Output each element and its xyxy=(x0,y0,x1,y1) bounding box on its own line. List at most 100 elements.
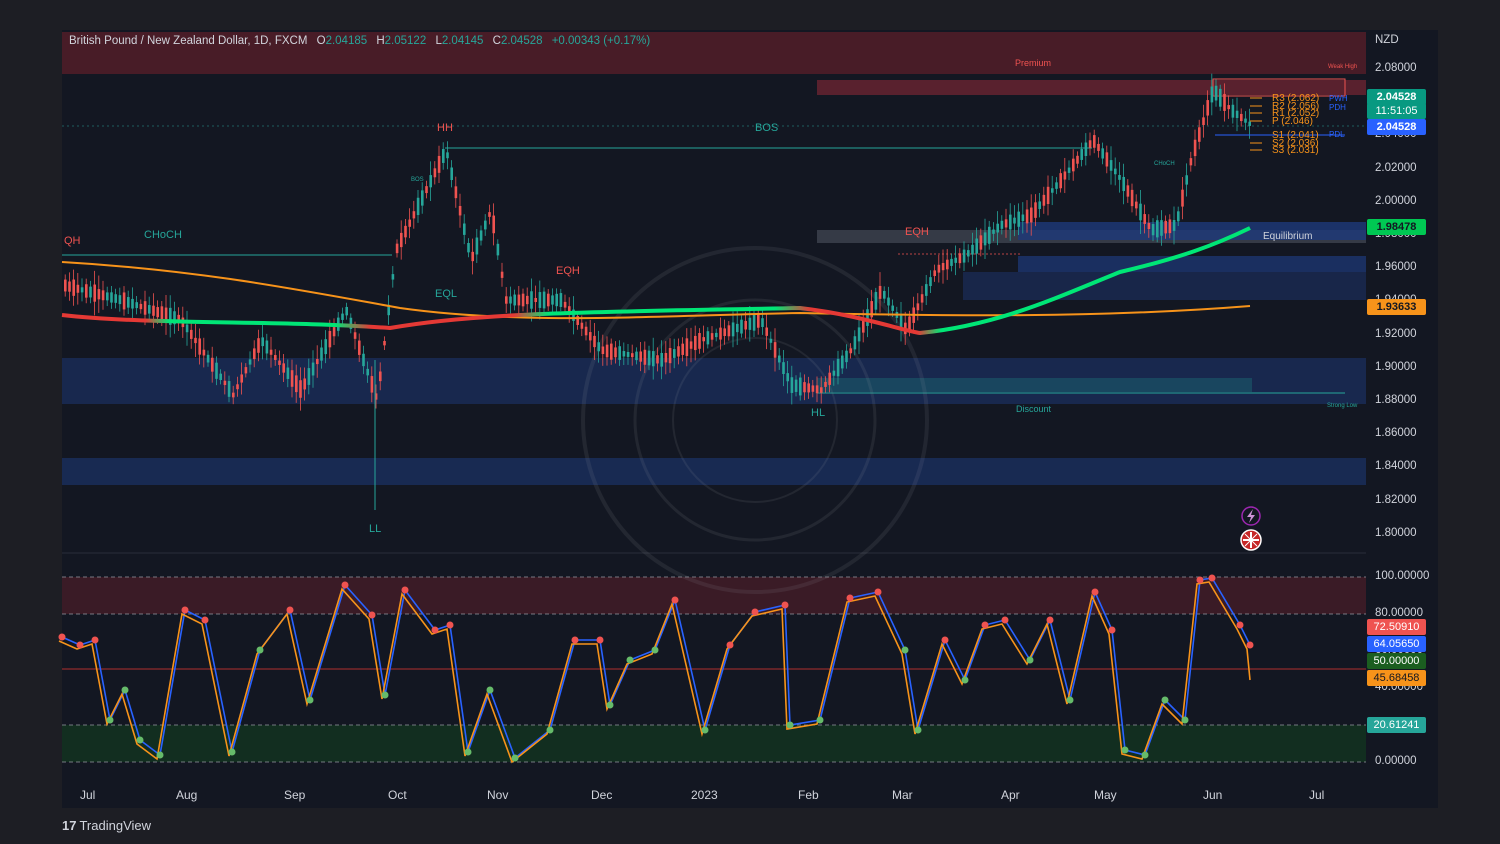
candle-body xyxy=(261,337,264,347)
stoch-signal-dot xyxy=(1108,626,1116,634)
candle-body xyxy=(584,326,588,336)
candle-body xyxy=(1206,100,1209,116)
candle-body xyxy=(1030,207,1033,223)
time-tick: Jun xyxy=(1203,788,1223,802)
change-value: +0.00343 (+0.17%) xyxy=(551,35,651,47)
uk-flag-icon[interactable] xyxy=(1240,529,1262,551)
candle-body xyxy=(593,335,596,348)
candle-body xyxy=(1248,121,1251,126)
candle-body xyxy=(190,329,193,339)
candle-body xyxy=(673,349,676,358)
stoch-signal-dot xyxy=(1026,656,1034,664)
candle-body xyxy=(820,387,823,393)
candle-body xyxy=(526,295,529,305)
stoch-signal-dot xyxy=(1181,716,1189,724)
candle-body xyxy=(1185,175,1188,185)
candle-body xyxy=(954,257,957,263)
tradingview-logo[interactable]: 17 TradingView xyxy=(62,818,152,833)
time-tick: Nov xyxy=(487,788,509,802)
stoch-signal-dot xyxy=(368,611,376,619)
premium-box xyxy=(817,80,1366,95)
equilibrium-price-tag: 1.98478 xyxy=(1367,219,1426,235)
candle-body xyxy=(799,377,802,396)
chart-panel[interactable] xyxy=(62,30,1438,808)
candle-body xyxy=(509,296,512,304)
stoch-signal-dot xyxy=(571,636,579,644)
candle-body xyxy=(1084,142,1088,156)
candle-body xyxy=(1009,214,1012,230)
candle-body xyxy=(689,341,693,349)
candle-body xyxy=(1202,117,1205,125)
candle-body xyxy=(1223,93,1226,111)
candle-body xyxy=(1189,158,1193,166)
candle-body xyxy=(290,370,294,387)
candle-body xyxy=(362,353,365,367)
candle-body xyxy=(988,226,991,244)
candle-body xyxy=(946,259,949,270)
candle-body xyxy=(106,292,109,301)
stoch-signal-dot xyxy=(941,636,949,644)
price-tick: 1.92000 xyxy=(1375,327,1417,340)
candle-body xyxy=(841,355,844,369)
candle-body xyxy=(1051,188,1054,193)
candle-body xyxy=(849,348,852,354)
candle-body xyxy=(156,307,159,318)
candle-body xyxy=(618,346,621,360)
pivot-r1: R1 (2.052) xyxy=(1272,108,1320,119)
candle-body xyxy=(538,292,542,308)
stoch-d-line xyxy=(58,581,1251,764)
candle-body xyxy=(345,306,348,316)
candle-body xyxy=(282,363,285,373)
candle-body xyxy=(110,292,113,303)
stoch-signal-dot xyxy=(121,686,129,694)
candle-body xyxy=(761,318,764,327)
candle-body xyxy=(97,289,101,300)
candle-body xyxy=(652,351,655,367)
candle-body xyxy=(719,327,722,340)
candle-body xyxy=(773,342,777,358)
stoch-signal-dot xyxy=(1236,621,1244,629)
stoch-signal-dot xyxy=(1001,616,1009,624)
stoch-signal-dot xyxy=(511,754,519,762)
candle-body xyxy=(1139,203,1142,221)
candle-body xyxy=(475,237,479,255)
candle-body xyxy=(1000,220,1004,229)
candle-body xyxy=(979,235,983,250)
candle-body xyxy=(811,385,815,392)
candle-body xyxy=(463,223,466,235)
candle-body xyxy=(358,340,361,355)
candle-body xyxy=(698,333,701,349)
candle-body xyxy=(454,186,458,199)
candle-body xyxy=(416,197,420,216)
candle-body xyxy=(80,287,84,293)
candle-body xyxy=(883,290,886,299)
stoch-signal-dot xyxy=(1141,751,1149,759)
premium-label: Premium xyxy=(1015,58,1052,68)
lightning-icon[interactable] xyxy=(1241,506,1261,526)
ma-200-line xyxy=(61,261,1251,320)
candle-body xyxy=(160,306,164,321)
candle-body xyxy=(219,373,222,381)
candle-body xyxy=(757,314,760,328)
candle-body xyxy=(601,346,605,355)
price-tick: 1.84000 xyxy=(1375,460,1417,473)
time-tick: Jul xyxy=(1309,788,1325,802)
stoch-signal-dot xyxy=(401,586,409,594)
candle-body xyxy=(1214,85,1218,101)
candle-body xyxy=(1038,201,1041,209)
watermark-seal xyxy=(581,246,929,594)
candle-body xyxy=(631,353,634,358)
hh-label: HH xyxy=(437,122,453,134)
osc-lower-tag: 20.61241 xyxy=(1367,717,1426,733)
pivot-s2: S2 (2.036) xyxy=(1272,138,1319,149)
candle-body xyxy=(702,337,705,342)
stoch-signal-dot xyxy=(786,721,794,729)
price-tick: 1.96000 xyxy=(1375,261,1417,274)
stoch-signal-dot xyxy=(286,606,294,614)
stoch-signal-dot xyxy=(381,691,389,699)
candle-body xyxy=(853,336,857,350)
candle-body xyxy=(1013,217,1016,224)
candle-body xyxy=(887,297,890,306)
candle-body xyxy=(488,212,491,217)
